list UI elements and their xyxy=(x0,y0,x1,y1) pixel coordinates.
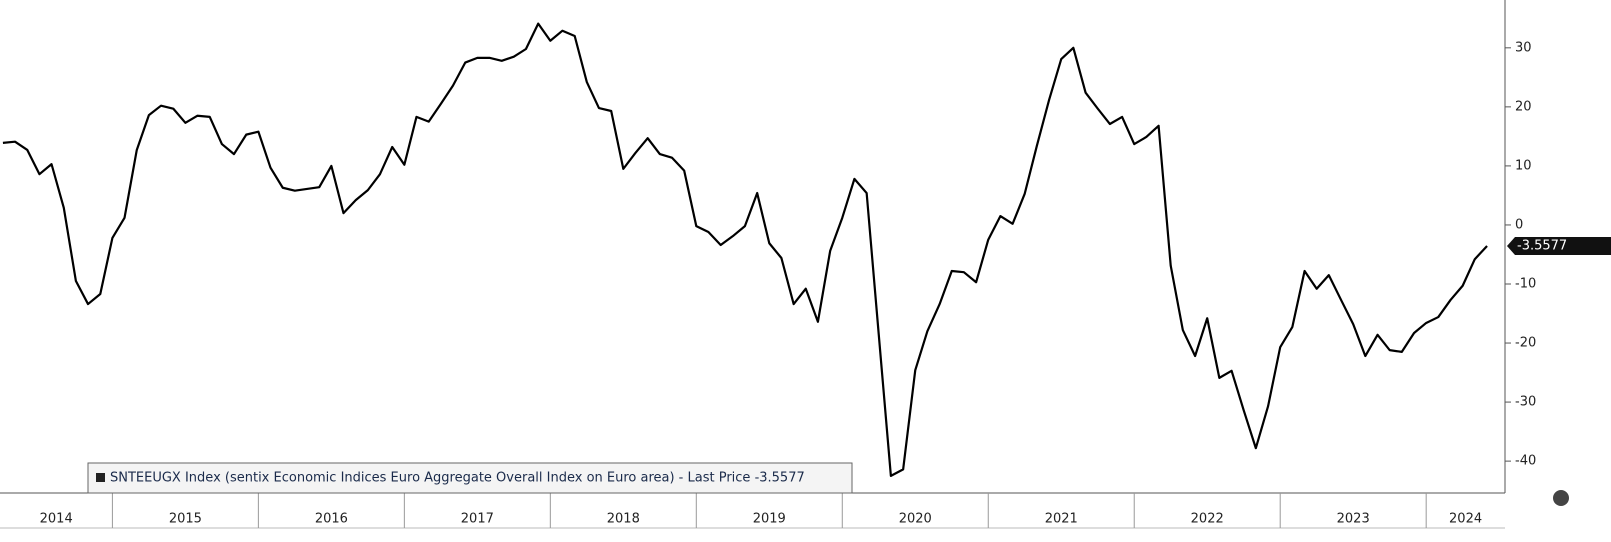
y-tick-label: -10 xyxy=(1515,276,1536,291)
last-value-tag xyxy=(1507,236,1611,255)
legend-box xyxy=(87,462,853,494)
settings-icon[interactable] xyxy=(1553,490,1569,506)
series-line xyxy=(2,22,1488,477)
y-tick-label: 20 xyxy=(1515,99,1532,114)
x-tick-label: 2021 xyxy=(1045,512,1078,527)
y-tick-label: -40 xyxy=(1515,454,1536,469)
last-value-label: -3.5577 xyxy=(1517,238,1567,253)
x-tick-label: 2022 xyxy=(1191,512,1224,527)
x-tick-label: 2015 xyxy=(169,512,202,527)
y-tick-label: 10 xyxy=(1515,158,1532,173)
legend-label: SNTEEUGX Index (sentix Economic Indices … xyxy=(110,471,805,486)
x-tick-label: 2024 xyxy=(1449,512,1482,527)
y-tick-label: -30 xyxy=(1515,395,1536,410)
x-tick-label: 2020 xyxy=(899,512,932,527)
x-tick-label: 2023 xyxy=(1337,512,1370,527)
y-tick-label: 30 xyxy=(1515,40,1532,55)
x-tick-label: 2017 xyxy=(461,512,494,527)
x-tick-label: 2016 xyxy=(315,512,348,527)
x-tick-label: 2019 xyxy=(753,512,786,527)
y-tick-label: 0 xyxy=(1515,217,1523,232)
legend-swatch xyxy=(96,473,105,482)
x-tick-label: 2014 xyxy=(40,512,73,527)
x-tick-label: 2018 xyxy=(607,512,640,527)
legend: SNTEEUGX Index (sentix Economic Indices … xyxy=(87,462,853,494)
y-tick-label: -20 xyxy=(1515,336,1536,351)
